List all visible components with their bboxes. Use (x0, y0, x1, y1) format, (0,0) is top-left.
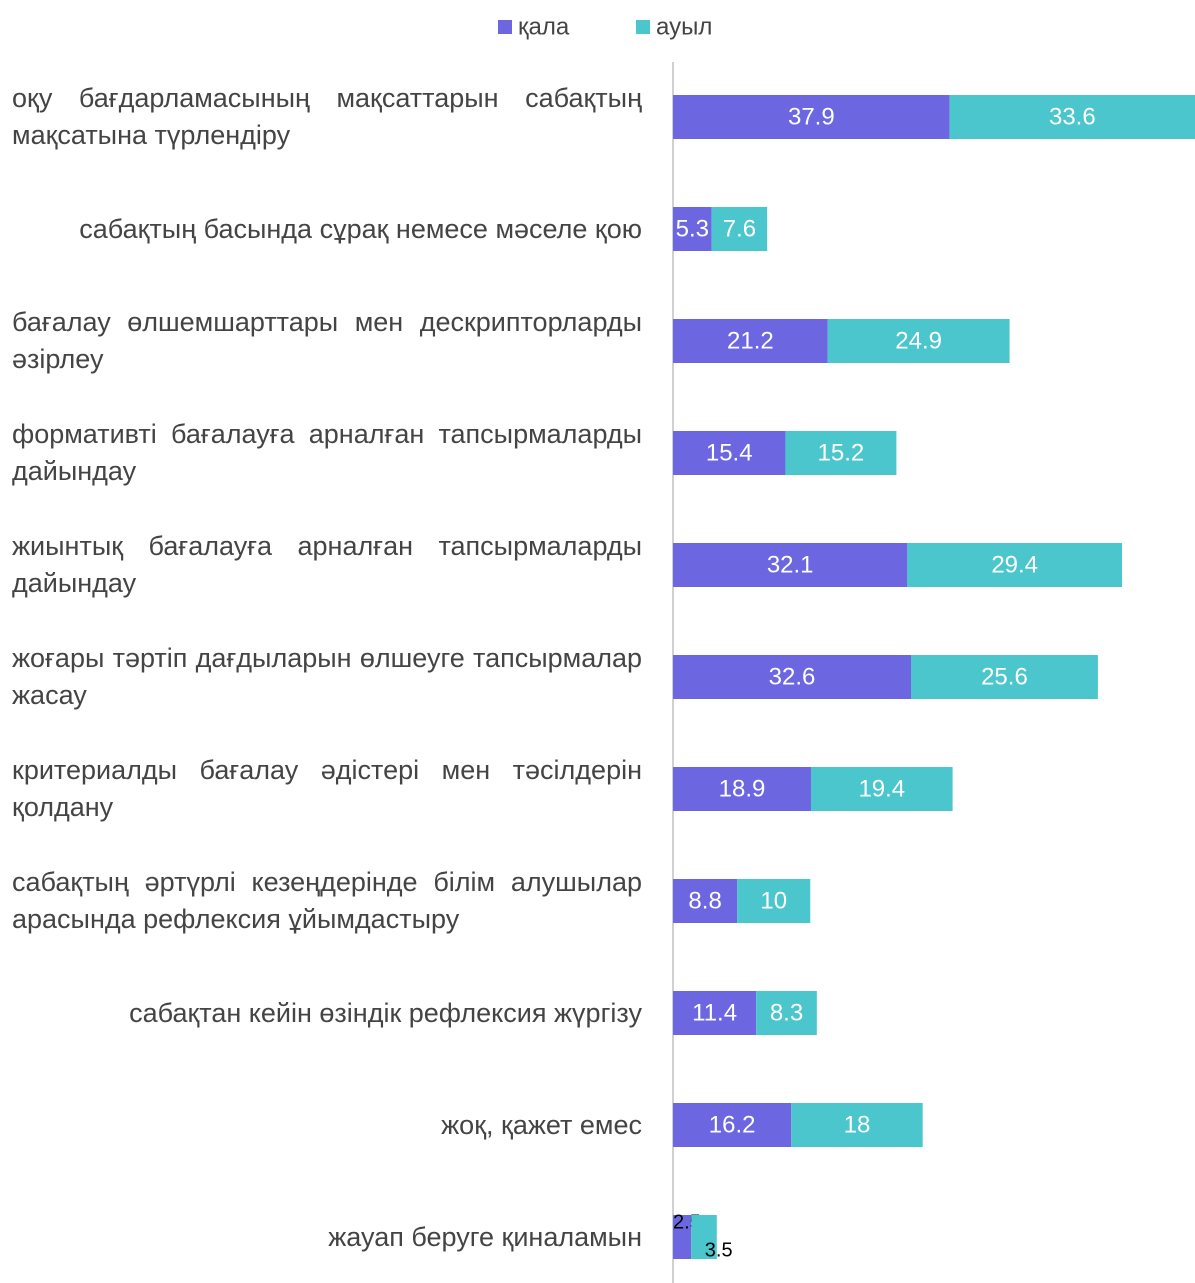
category-label: сабақтың басында сұрақ немесе мәселе қою (79, 213, 642, 244)
data-label: 29.4 (991, 551, 1038, 578)
bar-segment (673, 1103, 792, 1147)
legend-label: ауыл (656, 13, 712, 40)
data-label: 15.2 (818, 439, 865, 466)
data-label: 33.6 (1049, 103, 1096, 130)
data-label: 3.5 (705, 1239, 733, 1261)
category-label: сабақтан кейін өзіндік рефлексия жүргізу (129, 997, 642, 1028)
bar-segment (673, 879, 738, 923)
data-label: 32.6 (769, 663, 816, 690)
category-label: жиынтық бағалауға арналған тапсырмаларды… (12, 531, 642, 598)
bar-segment (791, 1103, 923, 1147)
data-label: 15.4 (706, 439, 753, 466)
bar-segment (711, 207, 768, 251)
bar-segment (949, 95, 1195, 139)
category-label: критериалды бағалау әдістері мен тәсілде… (12, 755, 642, 822)
category-label: формативті бағалауға арналған тапсырмала… (12, 419, 642, 486)
category-label: жауап беруге қиналамын (328, 1221, 642, 1252)
data-label: 11.4 (692, 999, 737, 1026)
bar-segment (756, 991, 817, 1035)
data-label: 8.3 (770, 999, 803, 1026)
bar-segment (691, 1215, 717, 1259)
data-label: 32.1 (767, 551, 814, 578)
data-label: 24.9 (895, 327, 942, 354)
data-label: 16.2 (709, 1111, 756, 1138)
data-label: 37.9 (788, 103, 835, 130)
bar-segment (911, 655, 1098, 699)
data-label: 19.4 (858, 775, 905, 802)
legend-swatch (498, 20, 512, 34)
bar-segment (673, 95, 950, 139)
data-label: 18.9 (719, 775, 766, 802)
data-label: 21.2 (727, 327, 774, 354)
data-label: 25.6 (981, 663, 1028, 690)
category-label: жоқ, қажет емес (441, 1109, 642, 1140)
legend-label: қала (518, 13, 570, 40)
bar-segment (673, 655, 912, 699)
category-label: бағалау өлшемшарттары мен дескрипторлард… (12, 307, 642, 374)
data-label: 7.6 (723, 215, 756, 242)
bar-segment (907, 543, 1122, 587)
bar-segment (810, 767, 953, 811)
data-label: 5.3 (676, 215, 709, 242)
bar-segment (673, 1215, 692, 1259)
bar-segment (673, 767, 811, 811)
bar-segment (673, 543, 908, 587)
category-label: жоғары тәртіп дағдыларын өлшеуге тапсырм… (12, 643, 642, 710)
bar-segment (673, 207, 712, 251)
category-label: сабақтың әртүрлі кезеңдерінде білім алуш… (12, 867, 642, 934)
bar-segment (673, 319, 828, 363)
data-label: 8.8 (688, 887, 721, 914)
bar-segment (673, 431, 786, 475)
category-label: оқу бағдарламасының мақсаттарын сабақтың… (12, 83, 642, 150)
legend-swatch (636, 20, 650, 34)
bar-segment (737, 879, 811, 923)
bar-segment (673, 991, 757, 1035)
data-label: 10 (760, 887, 787, 914)
bar-segment (827, 319, 1010, 363)
data-label: 18 (844, 1111, 871, 1138)
bar-segment (785, 431, 897, 475)
